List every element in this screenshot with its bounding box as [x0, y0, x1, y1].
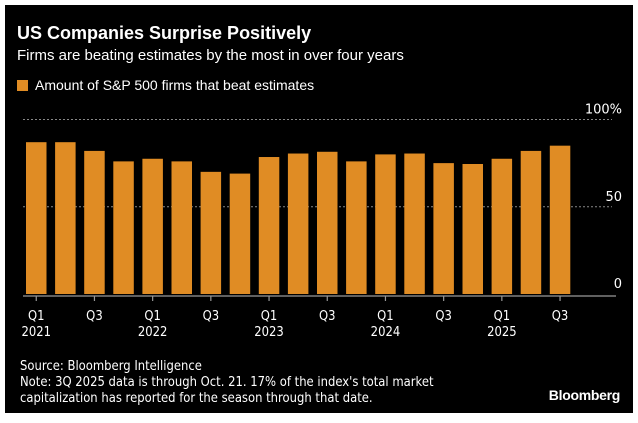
- legend-swatch: [17, 79, 28, 91]
- bar: [404, 153, 425, 294]
- x-tick-label: Q1: [28, 307, 45, 323]
- bar: [462, 163, 483, 294]
- x-tick-label: Q1: [144, 307, 161, 323]
- chart-title: US Companies Surprise Positively: [17, 23, 312, 43]
- x-tick-year: 2024: [371, 323, 401, 339]
- x-tick-label: Q3: [552, 307, 569, 323]
- bar: [520, 150, 542, 294]
- x-tick-label: Q3: [435, 307, 452, 323]
- y-tick-label: 50: [605, 190, 622, 205]
- x-tick-year: 2025: [487, 323, 517, 339]
- bar: [346, 161, 367, 294]
- bar: [55, 142, 76, 294]
- bar: [142, 158, 163, 294]
- bar: [433, 163, 454, 294]
- x-tick-label: Q3: [203, 307, 220, 323]
- bar: [491, 158, 513, 294]
- bar: [287, 153, 309, 294]
- bar: [84, 150, 105, 294]
- x-tick-label: Q3: [319, 307, 336, 323]
- y-tick-label: 0: [614, 277, 622, 292]
- x-tick-year: 2023: [254, 323, 284, 339]
- bar: [317, 151, 338, 294]
- chart-subtitle: Firms are beating estimates by the most …: [17, 47, 404, 64]
- source-text: Source: Bloomberg Intelligence: [20, 358, 202, 374]
- bar: [229, 173, 251, 294]
- x-tick-label: Q1: [494, 307, 511, 323]
- bar: [549, 145, 571, 294]
- y-tick-label: 100%: [585, 103, 622, 118]
- legend-label: Amount of S&P 500 firms that beat estima…: [35, 77, 315, 93]
- bar: [26, 142, 47, 294]
- x-tick-year: 2022: [138, 323, 168, 339]
- bar: [200, 171, 222, 294]
- note-line-1: Note: 3Q 2025 data is through Oct. 21. 1…: [20, 374, 434, 390]
- bloomberg-logo: Bloomberg: [548, 387, 621, 403]
- bar: [113, 161, 134, 294]
- x-tick-label: Q3: [86, 307, 103, 323]
- bar: [375, 154, 396, 294]
- legend: Amount of S&P 500 firms that beat estima…: [17, 77, 314, 93]
- x-tick-year: 2021: [21, 323, 51, 339]
- x-tick-label: Q1: [377, 307, 394, 323]
- x-tick-label: Q1: [261, 307, 278, 323]
- bar: [171, 161, 192, 294]
- bar: [258, 157, 280, 294]
- note-line-2: capitalization has reported for the seas…: [20, 390, 373, 406]
